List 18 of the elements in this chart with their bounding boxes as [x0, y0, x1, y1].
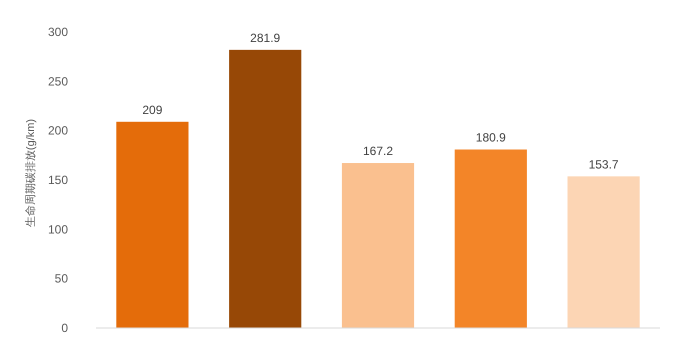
y-axis-title: 生命周期碳排放(g/km) [24, 118, 37, 228]
bar [342, 163, 414, 328]
y-tick-label: 150 [48, 173, 68, 187]
y-tick-label: 300 [48, 25, 68, 39]
data-label: 167.2 [362, 144, 394, 158]
y-tick-label: 100 [48, 222, 68, 236]
data-label: 180.9 [476, 130, 506, 145]
data-label: 281.9 [250, 30, 281, 45]
bar [229, 50, 302, 328]
data-label: 209 [142, 102, 163, 117]
bar [454, 150, 527, 328]
bar [116, 122, 188, 328]
y-tick-label: 250 [48, 74, 68, 88]
data-label: 153.7 [588, 157, 619, 172]
bar [568, 176, 640, 328]
y-tick-label: 200 [48, 124, 68, 138]
y-tick-label: 50 [54, 272, 68, 286]
y-tick-label: 0 [61, 321, 68, 335]
